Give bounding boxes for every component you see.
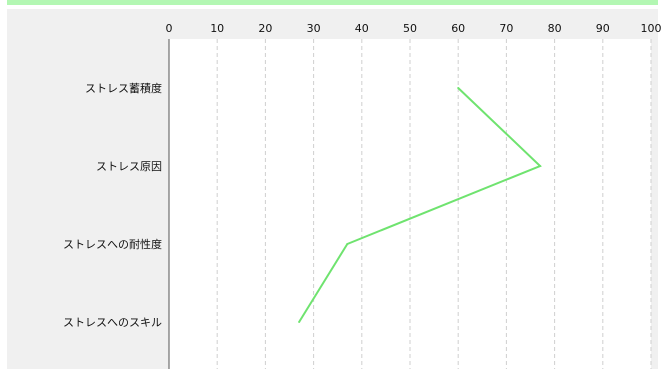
category-label: ストレス蓄積度 (85, 81, 162, 95)
data-point (457, 87, 460, 89)
top-accent-bar (7, 0, 658, 5)
category-label: ストレスへのスキル (63, 316, 162, 329)
x-tick-label: 20 (258, 22, 272, 35)
x-tick-label: 100 (641, 22, 662, 35)
x-tick-label: 40 (355, 22, 369, 35)
x-tick-label: 60 (451, 22, 465, 35)
x-tick-label: 30 (307, 22, 321, 35)
category-label: ストレス原因 (96, 160, 162, 173)
grid-lines (216, 39, 652, 369)
x-tick-label: 50 (403, 22, 417, 35)
data-point (346, 243, 349, 245)
data-point (539, 165, 542, 167)
x-tick-label: 10 (210, 22, 224, 35)
x-tick-label: 0 (166, 22, 173, 35)
data-point (298, 321, 301, 323)
x-tick-label: 80 (548, 22, 562, 35)
category-label: ストレスへの耐性度 (63, 237, 162, 251)
x-tick-label: 70 (499, 22, 513, 35)
x-tick-labels: 0 10 20 30 40 50 60 70 80 90 100 (166, 22, 662, 35)
series-line (298, 87, 542, 323)
series-layer (298, 87, 542, 323)
x-tick-label: 90 (596, 22, 610, 35)
